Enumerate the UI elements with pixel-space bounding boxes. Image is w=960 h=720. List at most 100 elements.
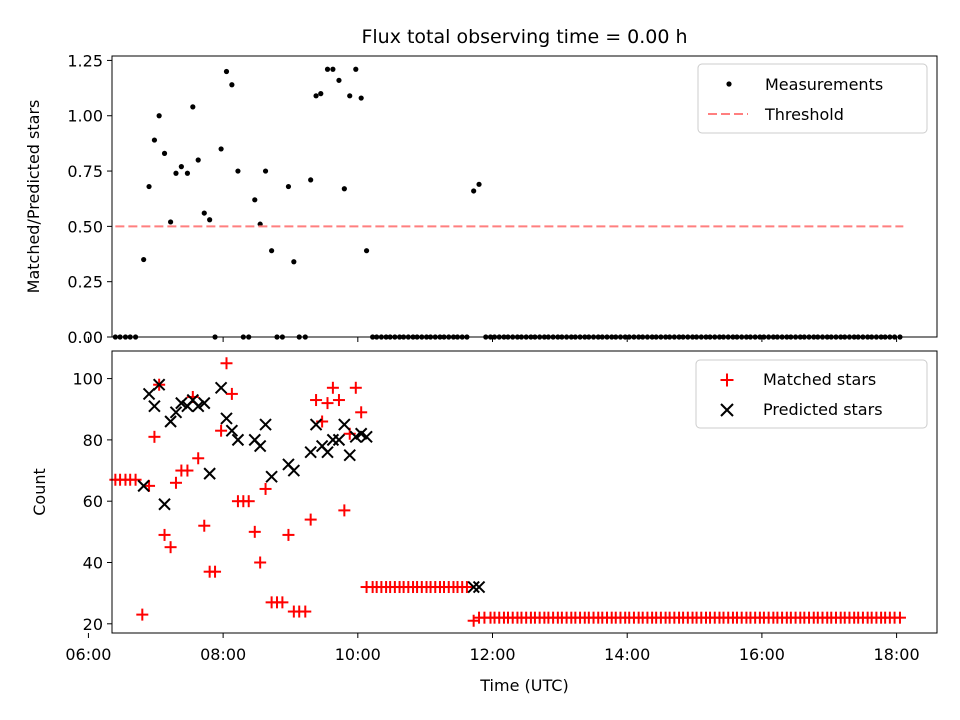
predicted-stars-points xyxy=(137,378,486,594)
predicted-star-point xyxy=(158,498,171,511)
bottom-y-axis: 20 40 60 80 100 xyxy=(72,370,112,634)
legend-matched-marker xyxy=(720,373,734,387)
predicted-star-point xyxy=(259,418,272,431)
x-tick-label: 12:00 xyxy=(469,645,515,664)
legend-measurements-label: Measurements xyxy=(765,75,883,94)
predicted-star-point xyxy=(472,580,486,594)
matched-star-point xyxy=(338,504,351,517)
measurement-point xyxy=(471,188,477,194)
y-tick-label: 0.00 xyxy=(67,328,103,347)
predicted-star-point xyxy=(265,470,278,483)
measurement-point xyxy=(353,66,359,72)
predicted-star-point xyxy=(169,406,183,419)
matched-star-point xyxy=(310,394,323,407)
predicted-star-point xyxy=(220,412,233,425)
matched-star-point xyxy=(198,519,211,532)
matched-star-point xyxy=(209,565,222,578)
x-tick-label: 14:00 xyxy=(604,645,650,664)
y-tick-label: 0.50 xyxy=(67,217,103,236)
y-tick-label: 100 xyxy=(72,370,103,389)
measurement-point xyxy=(156,113,162,119)
y-tick-label: 80 xyxy=(83,431,103,450)
legend-predicted-marker xyxy=(720,403,734,417)
matched-star-point xyxy=(467,614,480,627)
predicted-star-point xyxy=(148,399,161,413)
chart-title: Flux total observing time = 0.00 h xyxy=(361,26,687,48)
bottom-legend: Matched stars Predicted stars xyxy=(695,359,928,429)
x-tick-label: 18:00 xyxy=(874,645,920,664)
matched-star-point xyxy=(158,528,171,541)
predicted-star-point xyxy=(343,449,356,462)
predicted-star-point xyxy=(142,387,156,401)
matched-star-point xyxy=(304,513,317,526)
predicted-star-point xyxy=(338,418,351,431)
measurement-point xyxy=(201,210,207,216)
y-tick-label: 40 xyxy=(83,554,103,573)
matched-star-point xyxy=(355,406,368,419)
top-panel: 0.00 0.25 0.50 0.75 1.00 1.25 Matched/Predict… xyxy=(24,51,938,347)
predicted-star-point xyxy=(198,396,211,410)
predicted-star-point xyxy=(175,396,188,410)
matched-star-point xyxy=(181,464,194,477)
x-tick-label: 08:00 xyxy=(200,645,246,664)
predicted-star-point xyxy=(253,439,267,453)
matched-star-point xyxy=(136,608,149,621)
measurement-point xyxy=(229,82,235,88)
measurement-point xyxy=(161,150,168,156)
predicted-star-point xyxy=(137,479,150,493)
matched-star-point xyxy=(148,430,161,443)
bottom-y-axis-label: Count xyxy=(30,468,49,516)
measurement-point xyxy=(178,164,184,170)
measurement-point xyxy=(308,177,314,183)
matched-stars-points xyxy=(109,357,906,627)
matched-star-point xyxy=(169,476,182,489)
matched-star-point xyxy=(349,381,362,394)
x-tick-label: 06:00 xyxy=(65,645,111,664)
predicted-star-point xyxy=(164,415,177,428)
top-y-axis-label: Matched/Predicted stars xyxy=(24,100,43,294)
predicted-star-point xyxy=(225,424,239,437)
matched-star-point xyxy=(129,473,142,486)
measurement-point xyxy=(318,91,324,97)
top-plot-frame xyxy=(111,55,938,338)
matched-star-point xyxy=(332,394,345,407)
measurement-point xyxy=(347,93,353,99)
matched-star-point xyxy=(276,596,289,609)
y-tick-label: 20 xyxy=(83,615,103,634)
legend-matched-label: Matched stars xyxy=(763,370,876,389)
measurement-point xyxy=(218,146,224,152)
measurement-point xyxy=(207,217,213,223)
bottom-x-axis-label: Time (UTC) xyxy=(479,676,568,695)
predicted-star-point xyxy=(321,445,334,459)
bottom-panel: 20 40 60 80 100 06:00 08:00 10:00 12:00 14:00 16:… xyxy=(30,350,938,695)
matched-star-point xyxy=(248,525,261,538)
measurement-point xyxy=(146,183,152,190)
matched-star-point xyxy=(299,605,312,618)
top-legend-box xyxy=(697,63,928,134)
legend-predicted-label: Predicted stars xyxy=(763,400,883,419)
measurement-point xyxy=(313,93,319,99)
matched-star-point xyxy=(192,452,205,465)
predicted-star-point xyxy=(309,418,323,431)
matched-star-point xyxy=(225,387,238,400)
y-tick-label: 60 xyxy=(83,492,103,511)
predicted-star-point xyxy=(214,381,228,394)
measurement-point xyxy=(235,168,241,174)
measurement-point xyxy=(269,248,275,254)
top-y-axis: 0.00 0.25 0.50 0.75 1.00 1.25 xyxy=(67,51,112,347)
matched-star-point xyxy=(242,495,255,508)
legend-measurements-marker xyxy=(726,81,732,87)
predicted-star-point xyxy=(287,464,301,477)
measurement-point xyxy=(341,186,347,192)
predicted-star-point xyxy=(304,445,317,459)
x-tick-label: 16:00 xyxy=(739,645,785,664)
matched-star-point xyxy=(220,357,233,370)
top-x-ticks xyxy=(87,337,898,342)
measurement-point xyxy=(167,219,174,225)
measurement-point xyxy=(223,68,230,75)
bottom-plot-frame xyxy=(111,350,938,634)
measurement-point xyxy=(252,197,258,203)
y-tick-label: 0.25 xyxy=(67,273,103,292)
y-tick-label: 1.00 xyxy=(67,107,103,126)
